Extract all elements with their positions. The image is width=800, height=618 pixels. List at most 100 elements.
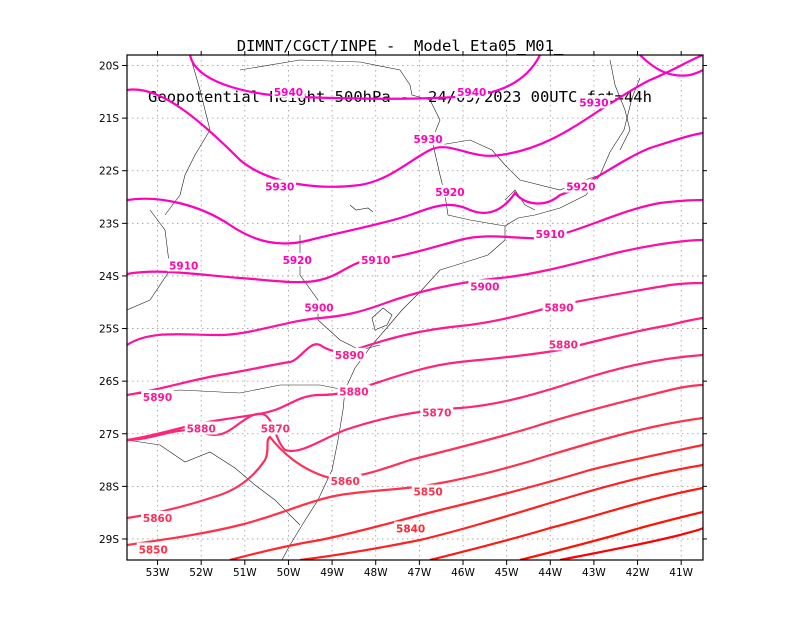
contour-line: [559, 527, 703, 560]
contour-label-bg: [420, 405, 454, 419]
contour-line: [639, 55, 703, 77]
contour-label: 5870: [422, 408, 451, 420]
contour-label: 5930: [413, 134, 442, 146]
contour-line: [127, 281, 703, 397]
contour-label-bg: [280, 253, 314, 267]
contour-line: [188, 55, 541, 100]
contour-line: [127, 416, 703, 547]
map-frame: [126, 54, 704, 561]
lon-label: 46W: [451, 567, 475, 579]
axis-ticks: 53W 52W 51W 50W 49W 48W 47W 46W 45W 44W 43W 42W 41W 2…: [99, 51, 707, 579]
lat-label: 26S: [99, 376, 119, 388]
lat-label: 22S: [99, 166, 119, 178]
contour-label: 5860: [143, 513, 172, 525]
contour-label: 5920: [283, 255, 312, 267]
lon-label: 47W: [407, 567, 431, 579]
contour-label-bg: [359, 253, 393, 267]
contour-label: 5840: [396, 523, 425, 535]
contour-line: [127, 198, 703, 284]
contour-label-bg: [394, 521, 428, 535]
contour-label-bg: [333, 347, 366, 361]
map-title: DIMNT/CGCT/INPE - Model Eta05_M01_ Geopo…: [0, 4, 800, 123]
contour-label-bg: [184, 421, 218, 435]
lat-label: 25S: [99, 324, 119, 336]
title-line-2: Geopotential Height 500hPa - 24/09/2023 …: [148, 88, 652, 106]
border-paraguay: [127, 209, 171, 311]
contour-label: 5880: [549, 339, 578, 351]
contour-label-bg: [272, 84, 305, 98]
contour-label: 5880: [187, 423, 216, 435]
contour-label: 5940: [274, 87, 303, 99]
contour-line: [127, 55, 703, 188]
lat-label: 20S: [99, 61, 119, 73]
border-ms-sp: [164, 55, 211, 216]
contour-label: 5910: [169, 260, 198, 272]
border-mg-es: [609, 59, 631, 151]
lat-label: 28S: [99, 481, 119, 493]
reservoir: [349, 204, 374, 213]
contour-label-bg: [258, 421, 292, 435]
contour-label-bg: [302, 300, 336, 314]
contour-label: 5850: [413, 487, 442, 499]
lon-label: 41W: [669, 567, 693, 579]
lon-label: 52W: [189, 567, 213, 579]
lat-label: 24S: [99, 271, 119, 283]
bay-outline: [371, 307, 393, 331]
contour-label: 5890: [335, 350, 364, 362]
contour-label: 5870: [261, 423, 290, 435]
contour-line: [127, 131, 703, 245]
contour-line: [127, 238, 703, 346]
contour-labels: 5940 5940 5930 5930 5930 5920 5920 5920 5910 5910…: [136, 84, 611, 556]
contour-line: [429, 486, 703, 560]
lat-label: 27S: [99, 429, 119, 441]
lon-label: 50W: [277, 567, 301, 579]
lat-label: 23S: [99, 218, 119, 230]
lon-label: 51W: [233, 567, 257, 579]
lon-label: 43W: [582, 567, 606, 579]
contour-label-bg: [546, 337, 580, 351]
contour-label-bg: [337, 384, 371, 398]
border-pr: [299, 235, 381, 351]
contour-label-bg: [411, 484, 445, 498]
contour-label: 5910: [361, 255, 390, 267]
contour-label: 5900: [470, 281, 499, 293]
contour-label-bg: [542, 300, 576, 314]
title-line-1: DIMNT/CGCT/INPE - Model Eta05_M01_: [236, 37, 564, 55]
contour-label: 5890: [544, 303, 573, 315]
contour-label-bg: [136, 542, 170, 556]
contour-label: 5880: [339, 387, 368, 399]
contour-line: [519, 510, 703, 560]
contour-label: 5850: [139, 544, 168, 556]
lon-label: 45W: [495, 567, 519, 579]
contour-label: 5860: [331, 476, 360, 488]
contour-label-bg: [564, 179, 598, 193]
contour-label: 5920: [435, 187, 464, 199]
lat-label: 29S: [99, 534, 119, 546]
contour-label: 5940: [457, 87, 486, 99]
lon-label: 48W: [364, 567, 388, 579]
contour-label-bg: [263, 179, 297, 193]
contour-label-bg: [455, 84, 489, 98]
contour-label-bg: [577, 95, 611, 109]
contour-label: 5930: [265, 182, 294, 194]
contour-lines: [127, 55, 703, 560]
border-mg-sp: [239, 59, 506, 227]
contour-label-bg: [411, 132, 445, 146]
contour-label: 5920: [566, 182, 595, 194]
contour-label-bg: [533, 226, 567, 240]
contour-line: [127, 316, 703, 442]
contour-line: [229, 443, 703, 560]
contour-label-bg: [167, 258, 201, 272]
lon-label: 53W: [146, 567, 170, 579]
contour-label-bg: [141, 389, 174, 403]
contour-label-bg: [468, 279, 502, 293]
lon-label: 42W: [626, 567, 650, 579]
lon-label: 44W: [538, 567, 562, 579]
contour-label: 5930: [579, 97, 608, 109]
contour-label: 5900: [304, 303, 333, 315]
contour-label-bg: [141, 510, 174, 524]
contour-label: 5890: [143, 392, 172, 404]
contour-line: [299, 463, 703, 560]
contour-label-bg: [433, 184, 467, 198]
